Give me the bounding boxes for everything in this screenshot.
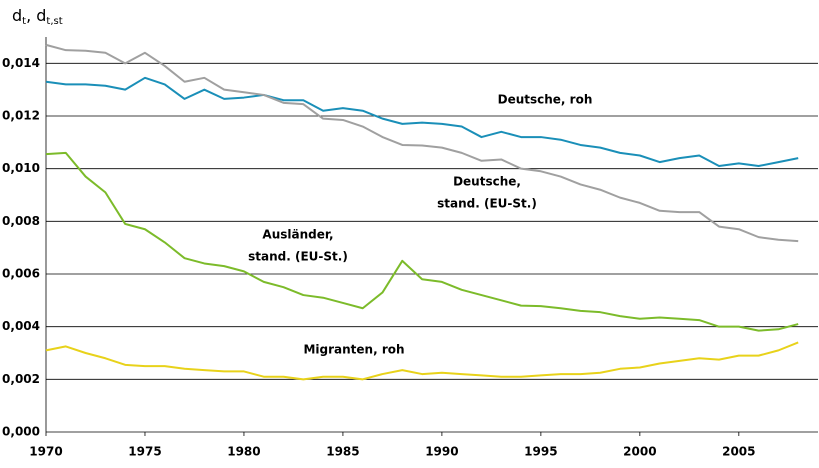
series-label: Ausländer, [262,228,333,242]
y-tick-label: 0,014 [2,56,40,70]
x-tick-label: 1970 [29,445,62,459]
y-tick-label: 0,012 [2,109,40,123]
y-tick-label: 0,008 [2,214,40,228]
series-label: stand. (EU-St.) [437,197,537,211]
y-tick-label: 0,002 [2,372,40,386]
y-tick-label: 0,010 [2,161,40,175]
x-tick-label: 1990 [425,445,458,459]
line-series [45,151,799,332]
y-tick-label: 0,004 [2,319,40,333]
line-series [45,76,799,168]
line-series [45,341,799,381]
x-tick-label: 1980 [227,445,260,459]
x-tick-label: 2005 [722,445,755,459]
line-series [45,43,799,243]
x-tick-label: 1985 [326,445,359,459]
series-label: Deutsche, roh [498,93,593,107]
y-tick-label: 0,000 [2,425,40,439]
y-tick-label: 0,006 [2,267,40,281]
x-tick-label: 1975 [128,445,161,459]
x-tick-label: 2000 [623,445,656,459]
series-label: Deutsche, [453,175,521,189]
x-tick-label: 1995 [524,445,557,459]
series-label: stand. (EU-St.) [248,250,348,264]
series-label: Migranten, roh [303,343,404,357]
y-axis-label: dt, dt,st [12,6,63,28]
